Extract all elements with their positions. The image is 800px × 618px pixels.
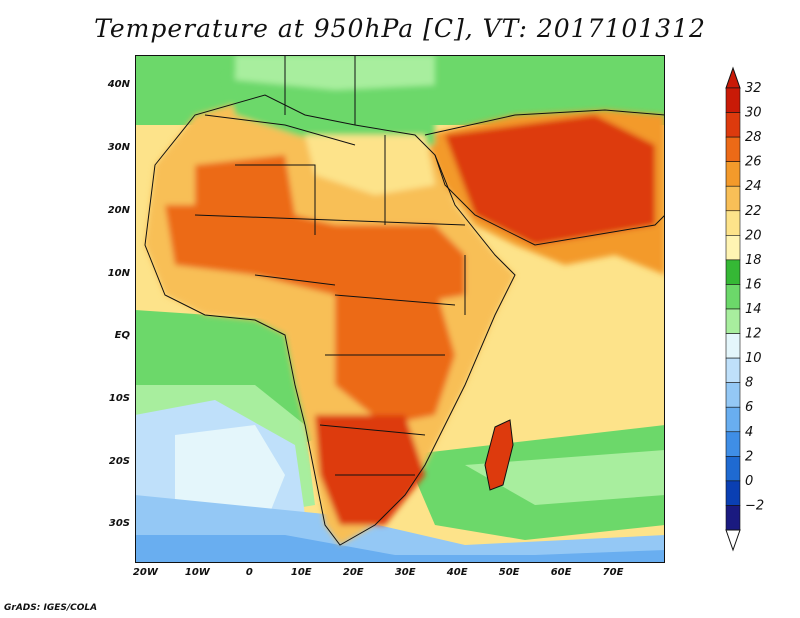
indian-ocean-light [465, 450, 665, 505]
lon-tick-label: 10E [290, 567, 312, 578]
colorbar-segment [725, 406, 741, 433]
colorbar-label: 2 [745, 449, 753, 464]
lon-tick-label: 40E [446, 567, 468, 578]
sahel-hot [165, 205, 465, 305]
colorbar-label: 4 [745, 425, 753, 440]
colorbar-segment [725, 333, 741, 359]
southern-africa-hot [315, 415, 425, 525]
colorbar-segment [725, 456, 741, 482]
colorbar-label: −2 [745, 498, 764, 513]
lon-tick-label: 10W [184, 567, 210, 578]
lat-tick-label: EQ [114, 330, 130, 342]
colorbar-segment [725, 259, 741, 285]
temperature-map [135, 55, 665, 563]
lon-tick-label: 0 [245, 567, 253, 578]
colorbar-label: 24 [745, 179, 762, 194]
colorbar-label: 14 [745, 302, 762, 317]
chart-title: Temperature at 950hPa [C], VT: 201710131… [94, 14, 706, 43]
lon-tick-label: 20W [132, 567, 158, 578]
colorbar-segment [725, 136, 741, 162]
colorbar-segment [725, 431, 741, 457]
lat-tick-label: 10S [108, 392, 130, 404]
lat-tick-label: 10N [107, 267, 130, 279]
egypt-libya-mild [305, 135, 435, 195]
credit-text: GrADS: IGES/COLA [4, 603, 98, 613]
colorbar-segment [725, 284, 741, 310]
colorbar-top-arrow [725, 66, 741, 89]
colorbar-label: 30 [745, 106, 762, 121]
colorbar-segment [725, 185, 741, 212]
lon-tick-label: 60E [550, 567, 572, 578]
colorbar-label: 32 [745, 81, 762, 96]
madagascar [484, 419, 514, 491]
colorbar-label: 12 [745, 327, 762, 342]
lat-tick-label: 30N [107, 142, 130, 154]
colorbar-label: 6 [745, 400, 753, 415]
colorbar-label: 18 [745, 253, 762, 268]
colorbar-label: 16 [745, 277, 762, 292]
colorbar-label: 22 [745, 204, 762, 219]
coastlines [144, 55, 665, 546]
colorbar-label: 0 [745, 474, 753, 489]
colorbar-segment [725, 308, 741, 334]
colorbar-segment [725, 480, 741, 506]
colorbar-segment [725, 87, 741, 113]
colorbar-label: 28 [745, 130, 762, 145]
arabia-hot [445, 115, 655, 245]
colorbar-label: 8 [745, 376, 753, 391]
lat-tick-label: 40N [107, 79, 130, 91]
colorbar-segment [725, 161, 741, 187]
southern-ocean-colder [135, 535, 665, 563]
colorbar-segment [725, 235, 741, 261]
colorbar-bottom-arrow [725, 529, 741, 552]
lon-tick-label: 30E [394, 567, 416, 578]
colorbar-segment [725, 505, 741, 531]
lat-tick-label: 20N [107, 204, 130, 216]
colorbar-segment [725, 382, 741, 408]
colorbar-label: 20 [745, 228, 762, 243]
colorbar-segment [725, 357, 741, 383]
lon-tick-label: 20E [342, 567, 364, 578]
lon-tick-label: 70E [602, 567, 624, 578]
colorbar-segment [725, 210, 741, 236]
lat-tick-label: 20S [108, 455, 130, 467]
lon-tick-label: 50E [498, 567, 520, 578]
sahara-hot [195, 155, 295, 215]
colorbar-segment [725, 112, 741, 138]
colorbar-label: 10 [745, 351, 762, 366]
colorbar-label: 26 [745, 155, 762, 170]
lat-tick-label: 30S [108, 518, 130, 530]
